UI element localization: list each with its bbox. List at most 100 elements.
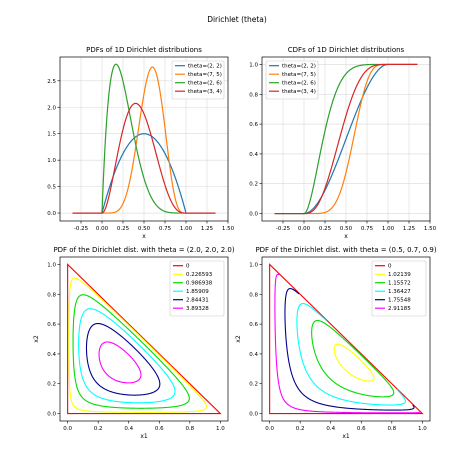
- x-tick-label: 1.0: [418, 426, 427, 432]
- subplot-title: PDF of the Dirichlet dist. with theta = …: [53, 246, 234, 254]
- contour-panel-asymmetric: 0.0 0.2 0.4 0.6 0.8 1.0 0.0 0.2 0.4 0.6 0.8 1.0 PDF …: [235, 246, 437, 440]
- legend-entry: theta=(3, 4): [188, 89, 222, 95]
- y-tick-label: 0.8: [47, 292, 56, 298]
- x-tick-label: 0.4: [326, 426, 335, 432]
- x-axis-label: x: [344, 233, 348, 240]
- legend-entry: 3.89328: [186, 306, 209, 312]
- legend: theta=(2, 2) theta=(7, 5) theta=(2, 6) thet…: [265, 60, 319, 100]
- legend-entry: 1.75548: [388, 298, 411, 304]
- axis-ticks: 0.0 0.2 0.4 0.6 0.8 1.0 0.0 0.2 0.4 0.6 0.8 1.0: [249, 262, 427, 432]
- contour-level-1: [333, 343, 375, 382]
- x-tick-label: 1.00: [180, 226, 193, 232]
- legend-entry: 0: [388, 264, 392, 270]
- legend-box: [371, 260, 427, 317]
- x-tick-label: 0.50: [340, 226, 353, 232]
- y-tick-label: 0.4: [47, 352, 56, 358]
- x-axis-label: x1: [342, 433, 350, 440]
- x-axis-label: x1: [140, 433, 148, 440]
- legend-entry: 1.15572: [388, 281, 411, 287]
- legend-entry: 1.85909: [186, 289, 209, 295]
- y-tick-label: 0.0: [47, 412, 56, 418]
- legend-entry: theta=(2, 2): [282, 64, 316, 70]
- legend-entry: 0.226593: [186, 272, 213, 278]
- x-tick-label: -0.25: [276, 226, 291, 232]
- subplot-title: PDFs of 1D Dirichlet distributions: [86, 46, 202, 54]
- contour-level-3: [296, 303, 407, 406]
- axes-frame: [261, 256, 431, 422]
- contour-level-0: [67, 263, 222, 415]
- y-tick-label: 0.4: [249, 352, 258, 358]
- x-axis-label: x: [142, 233, 146, 240]
- y-tick-label: 0.2: [249, 182, 258, 188]
- legend-box: [265, 60, 319, 100]
- legend-entry: 1.36427: [388, 289, 411, 295]
- x-tick-label: 1.25: [403, 226, 416, 232]
- y-tick-label: 0.2: [47, 382, 56, 388]
- x-tick-label: 0.25: [319, 226, 332, 232]
- legend-entry: theta=(2, 6): [282, 81, 316, 87]
- x-tick-label: 0.4: [124, 426, 133, 432]
- axes-frame: [59, 56, 229, 222]
- x-tick-label: 0.2: [94, 426, 103, 432]
- legend-entry: theta=(7, 5): [188, 72, 222, 78]
- x-tick-label: 0.0: [63, 426, 72, 432]
- x-tick-label: 0.25: [117, 226, 130, 232]
- x-tick-label: 1.50: [222, 226, 235, 232]
- y-tick-label: 0.6: [47, 322, 56, 328]
- axis-ticks: 0.0 0.2 0.4 0.6 0.8 1.0 0.0 0.2 0.4 0.6 0.8 1.0: [47, 262, 225, 432]
- y-tick-label: 0.0: [249, 212, 258, 218]
- series-line-3: [274, 63, 418, 215]
- x-tick-label: 0.75: [361, 226, 374, 232]
- legend-entry: 1.02139: [388, 272, 411, 278]
- x-tick-label: 0.75: [159, 226, 172, 232]
- contour-panel-symmetric: 0.0 0.2 0.4 0.6 0.8 1.0 0.0 0.2 0.4 0.6 0.8 1.0 PDF …: [33, 246, 235, 440]
- x-tick-label: 0.00: [298, 226, 311, 232]
- cdf-panel: -0.25 0.00 0.25 0.50 0.75 1.00 1.25 1.50 0.0 0.2 0…: [249, 46, 436, 240]
- y-tick-label: 1.5: [47, 132, 56, 138]
- legend-entry: theta=(2, 6): [188, 81, 222, 87]
- x-tick-label: 1.00: [382, 226, 395, 232]
- x-tick-label: 1.25: [201, 226, 214, 232]
- x-tick-label: 0.8: [185, 426, 194, 432]
- y-axis-label: x2: [235, 335, 242, 343]
- legend-box: [169, 260, 225, 317]
- x-tick-label: 0.6: [155, 426, 164, 432]
- legend: 0 0.226593 0.986938 1.85909 2.84431 3.89328: [169, 260, 225, 317]
- contour-level-0: [269, 263, 424, 415]
- contour-level-4: [284, 288, 415, 411]
- axes-frame: [261, 56, 431, 222]
- y-tick-label: 1.0: [47, 158, 56, 164]
- x-tick-label: 0.8: [387, 426, 396, 432]
- x-tick-label: 1.0: [216, 426, 225, 432]
- y-tick-label: 0.0: [47, 211, 56, 217]
- legend-entry: 0.986938: [186, 281, 213, 287]
- x-tick-label: 0.2: [296, 426, 305, 432]
- contour-level-2: [72, 294, 190, 409]
- y-tick-label: 1.0: [249, 262, 258, 268]
- legend-box: [171, 60, 225, 100]
- subplot-title: CDFs of 1D Dirichlet distributions: [288, 46, 405, 54]
- x-tick-label: 0.6: [357, 426, 366, 432]
- axis-ticks: -0.25 0.00 0.25 0.50 0.75 1.00 1.25 1.50 0.0 0.5 1…: [47, 79, 234, 232]
- x-tick-label: 0.0: [265, 426, 274, 432]
- x-tick-label: 1.50: [424, 226, 437, 232]
- subplot-title: PDF of the Dirichlet dist. with theta = …: [255, 246, 436, 254]
- y-tick-label: 1.0: [47, 262, 56, 268]
- contour-area: [67, 263, 222, 415]
- x-tick-label: 0.00: [96, 226, 109, 232]
- legend-entry: 0: [186, 264, 190, 270]
- y-tick-label: 2.5: [47, 79, 56, 85]
- series-line-3: [72, 102, 216, 214]
- contour-level-4: [85, 322, 161, 396]
- y-tick-label: 2.0: [47, 105, 56, 111]
- legend-entry: theta=(7, 5): [282, 72, 316, 78]
- legend-entry: 2.84431: [186, 298, 209, 304]
- contour-level-2: [311, 319, 395, 398]
- contour-level-1: [68, 277, 207, 413]
- legend: 0 1.02139 1.15572 1.36427 1.75548 2.91185: [371, 260, 427, 317]
- contour-level-3: [78, 308, 176, 404]
- legend-entry: theta=(2, 2): [188, 64, 222, 70]
- y-tick-label: 0.5: [47, 185, 56, 191]
- contour-level-5: [98, 341, 142, 384]
